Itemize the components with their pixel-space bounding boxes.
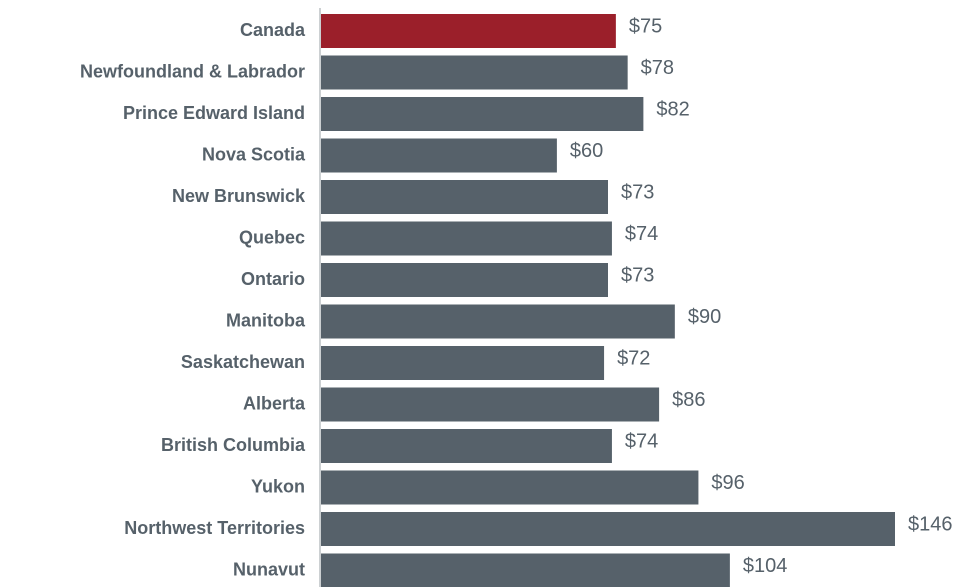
category-label: Quebec	[239, 227, 305, 247]
value-label: $78	[641, 57, 674, 79]
bar	[321, 263, 608, 297]
bar	[321, 97, 644, 131]
value-label: $90	[688, 306, 721, 328]
value-label: $72	[617, 347, 650, 369]
category-label: British Columbia	[161, 435, 306, 455]
value-label: $73	[621, 264, 654, 286]
bar	[321, 387, 660, 422]
bar	[321, 180, 608, 214]
bar	[321, 138, 557, 173]
category-label: Newfoundland & Labrador	[80, 61, 305, 81]
category-label: Yukon	[251, 476, 305, 496]
value-label: $86	[672, 389, 705, 411]
category-label: Alberta	[243, 393, 306, 413]
category-label: Saskatchewan	[181, 352, 305, 372]
bar	[321, 346, 605, 380]
bar	[321, 553, 730, 587]
value-label: $74	[625, 223, 658, 245]
category-label: New Brunswick	[172, 186, 306, 206]
bar	[321, 429, 612, 463]
category-label: Ontario	[241, 269, 305, 289]
bar	[321, 55, 628, 90]
bar	[321, 304, 675, 339]
value-label: $96	[711, 472, 744, 494]
bar	[321, 221, 612, 256]
category-label: Northwest Territories	[124, 518, 305, 538]
category-label: Nova Scotia	[202, 144, 306, 164]
value-label: $146	[908, 513, 953, 535]
bar	[321, 14, 616, 48]
category-label: Manitoba	[226, 310, 306, 330]
bar	[321, 512, 895, 546]
value-label: $74	[625, 430, 658, 452]
category-label: Nunavut	[233, 559, 305, 579]
value-label: $104	[743, 555, 788, 577]
value-label: $60	[570, 140, 603, 162]
value-label: $73	[621, 181, 654, 203]
category-label: Prince Edward Island	[123, 103, 305, 123]
value-label: $82	[656, 98, 689, 120]
bar	[321, 470, 699, 505]
value-label: $75	[629, 15, 662, 37]
category-label: Canada	[240, 20, 306, 40]
